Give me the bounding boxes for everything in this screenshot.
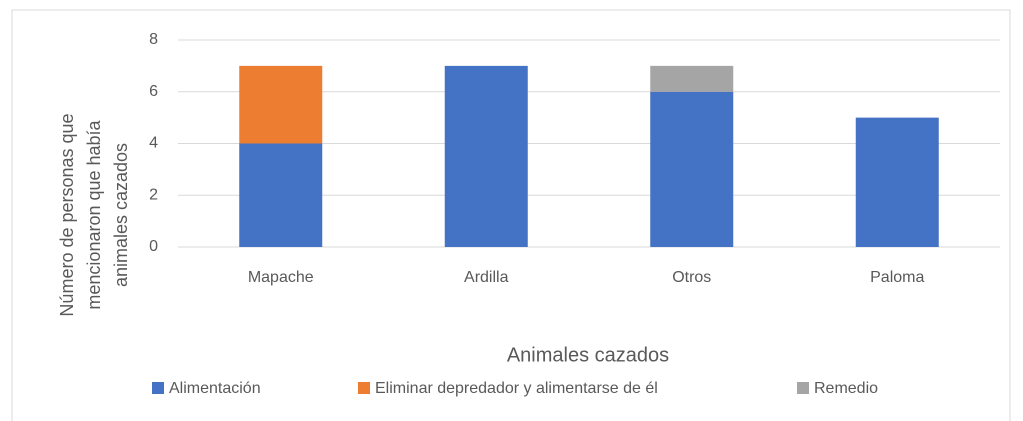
x-axis-title: Animales cazados xyxy=(507,344,669,366)
y-tick-label: 4 xyxy=(149,135,158,152)
legend-label: Alimentación xyxy=(169,380,261,397)
legend-swatch xyxy=(797,382,809,394)
x-tick-label: Paloma xyxy=(870,269,924,286)
legend-label: Remedio xyxy=(814,380,878,397)
bar-segment xyxy=(239,143,323,247)
bar-segment xyxy=(239,65,323,144)
bar-segment xyxy=(855,117,939,247)
x-tick-label: Ardilla xyxy=(464,269,509,286)
legend-swatch xyxy=(152,382,164,394)
legend-swatch xyxy=(358,382,370,394)
bar-segment xyxy=(650,91,734,247)
x-tick-label: Mapache xyxy=(248,269,314,286)
y-tick-label: 0 xyxy=(149,238,158,255)
x-tick-label: Otros xyxy=(672,269,711,286)
bar-segment xyxy=(650,65,734,92)
y-axis-title: mencionaron que había xyxy=(84,119,104,309)
y-tick-label: 2 xyxy=(149,186,158,203)
y-axis-title: Número de personas que xyxy=(57,113,77,316)
legend-label: Eliminar depredador y alimentarse de él xyxy=(375,380,658,397)
bar-segment xyxy=(444,65,528,247)
y-tick-label: 6 xyxy=(149,83,158,100)
y-axis-title: animales cazados xyxy=(111,143,131,287)
y-tick-label: 8 xyxy=(149,31,158,48)
